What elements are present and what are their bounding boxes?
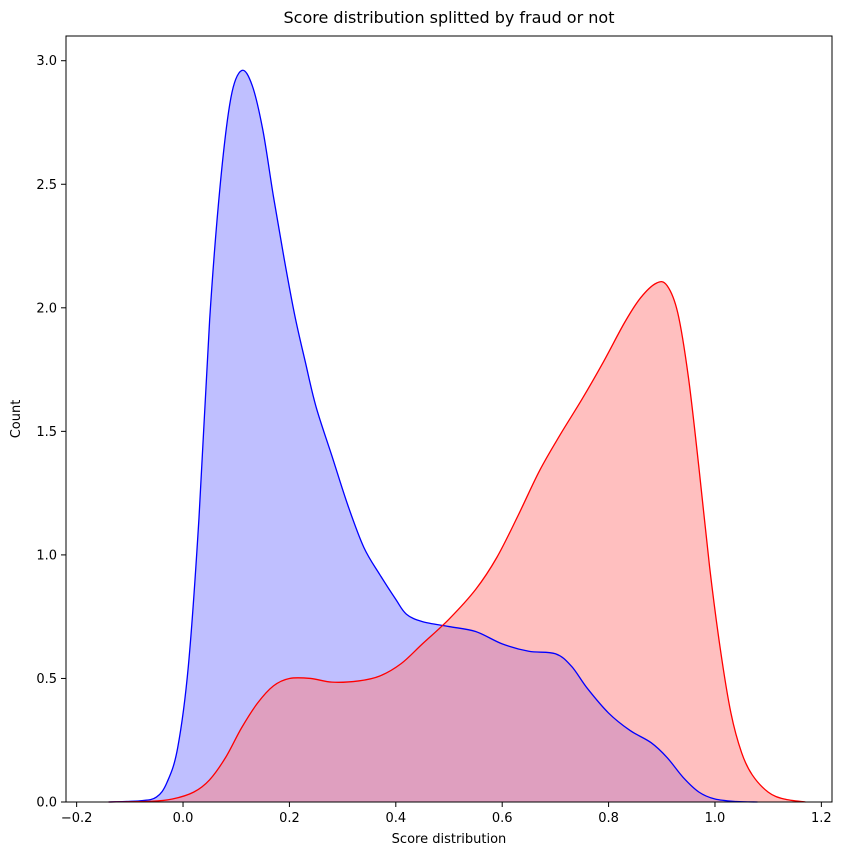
- y-tick-label: 2.0: [36, 301, 57, 316]
- x-tick-label: 1.2: [811, 811, 832, 826]
- y-tick-label: 3.0: [36, 54, 57, 69]
- density-line-0: [108, 69, 758, 803]
- y-axis: 0.0 0.5 1.0 1.5 2.0 2.5 3.0: [36, 54, 66, 811]
- density-area-0: [108, 70, 758, 803]
- x-tick-label: 0.2: [279, 811, 300, 826]
- y-tick-label: 1.5: [36, 425, 57, 440]
- density-line-1: [108, 281, 806, 803]
- x-axis-label: Score distribution: [392, 832, 507, 847]
- y-tick-label: 0.0: [36, 796, 57, 811]
- x-tick-label: 0.6: [492, 811, 513, 826]
- x-tick-label: 1.0: [705, 811, 726, 826]
- chart-title: Score distribution splitted by fraud or …: [284, 8, 615, 27]
- plot-area: [108, 69, 806, 803]
- y-axis-label: Count: [9, 400, 24, 439]
- x-axis: −0.2 0.0 0.2 0.4 0.6 0.8 1.0 1.2: [61, 802, 832, 826]
- y-tick-label: 1.0: [36, 548, 57, 563]
- y-tick-label: 0.5: [36, 672, 57, 687]
- y-tick-label: 2.5: [36, 178, 57, 193]
- x-tick-label: 0.0: [173, 811, 194, 826]
- x-tick-label: −0.2: [61, 811, 93, 826]
- plot-frame: [65, 35, 833, 803]
- x-tick-label: 0.4: [385, 811, 406, 826]
- density-area-1: [108, 281, 806, 802]
- x-tick-label: 0.8: [598, 811, 619, 826]
